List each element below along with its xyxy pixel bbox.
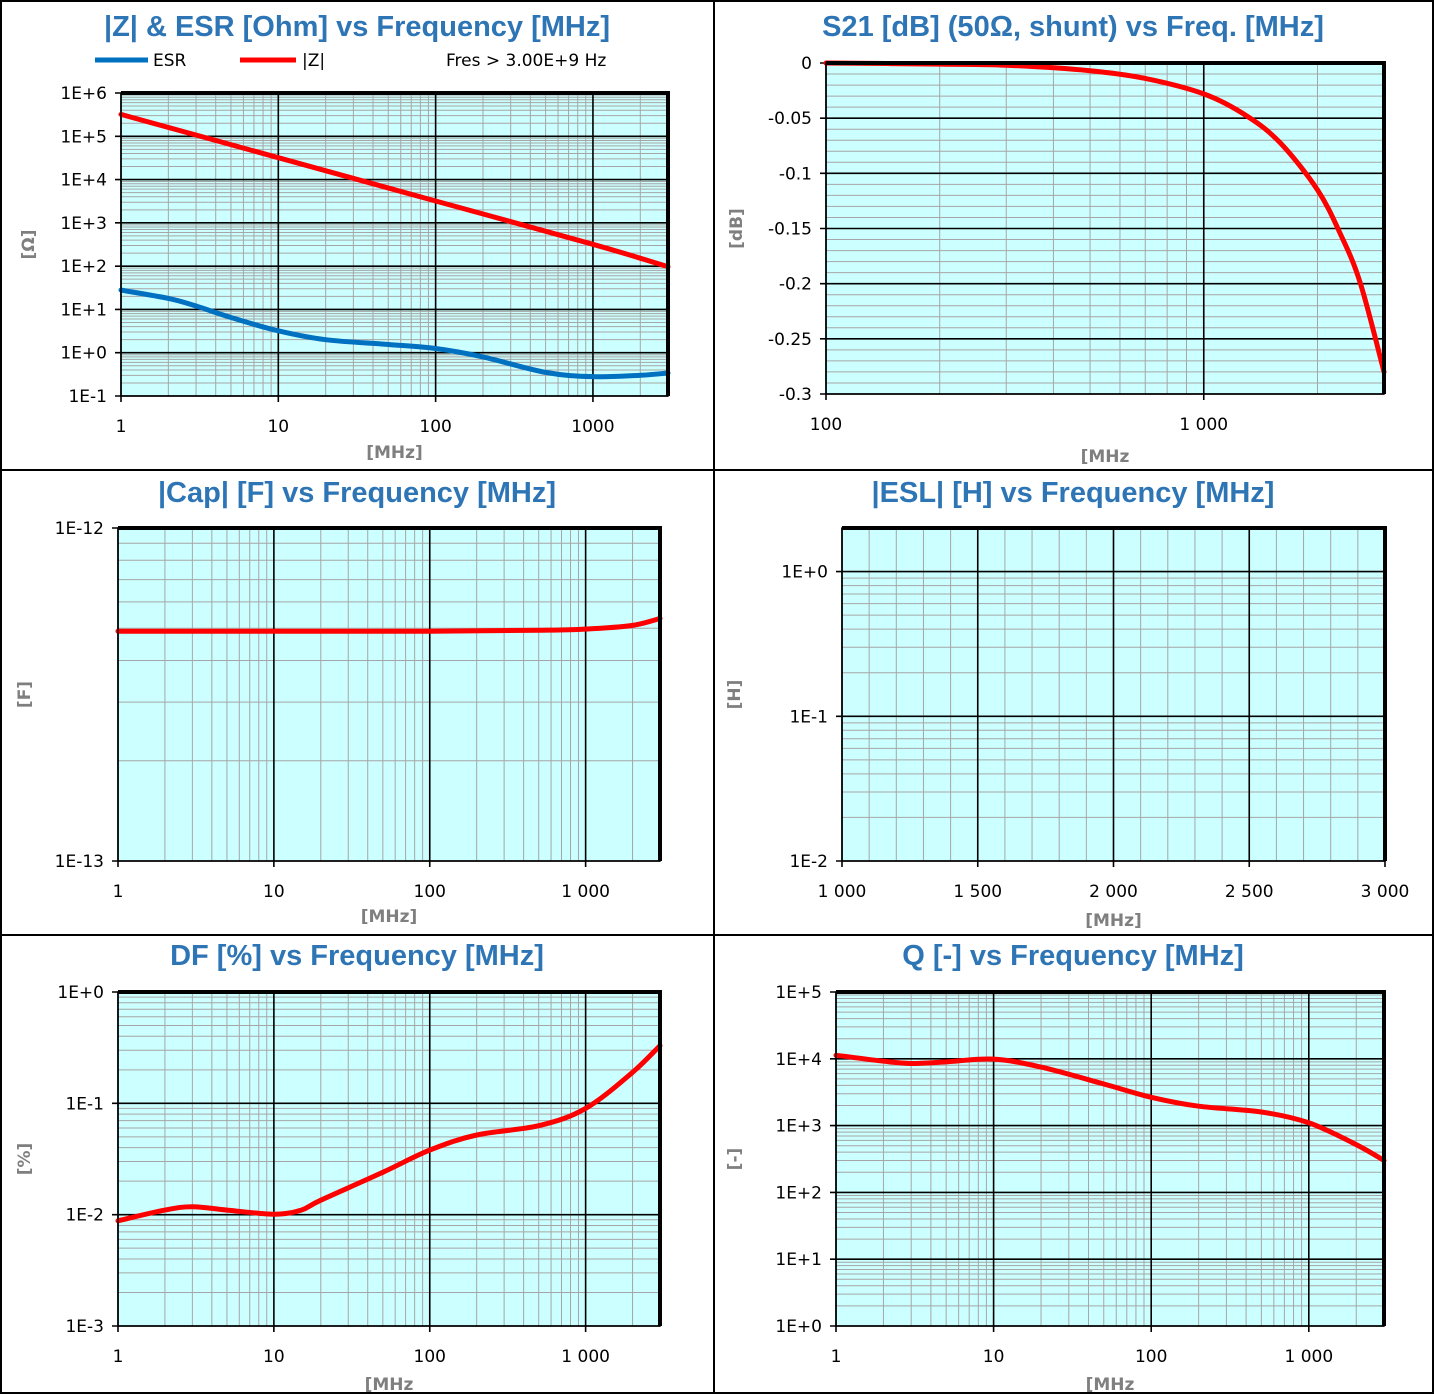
x-tick-label: 100 — [810, 415, 842, 435]
plot-area — [836, 992, 1384, 1326]
x-axis-label: [MHz — [1081, 447, 1130, 467]
x-tick-label: 10 — [983, 1347, 1005, 1367]
y-axis-label: [H] — [725, 680, 745, 710]
y-tick-label: 1E-2 — [789, 852, 828, 872]
chart-cap: 1 10 100 1 000 1E-13 1E-12 |Cap| [F] vs Freque… — [15, 477, 663, 927]
x-axis-label: [MHz — [365, 1375, 414, 1394]
chart-s21: 100 1 000 -0.3 -0.25 -0.2 -0.15 -0.1 -0.05 0 S21 … — [727, 11, 1387, 467]
series-group — [115, 1043, 663, 1224]
chart-df: 1 10 100 1 000 1E-3 1E-2 1E-1 1E+0 DF [%] vs Fre… — [15, 940, 663, 1394]
y-tick-label: -0.1 — [779, 164, 812, 184]
x-tick-label: 100 — [414, 882, 446, 902]
y-tick-label: 1E+2 — [775, 1183, 822, 1203]
chart-title: |Z| & ESR [Ohm] vs Frequency [MHz] — [104, 11, 610, 43]
y-axis-label: [F] — [15, 681, 35, 708]
x-tick-label: 1 — [116, 417, 127, 437]
series-line-df — [115, 1043, 663, 1224]
series-line-z — [118, 111, 671, 270]
y-tick-label: 1E+0 — [60, 344, 107, 364]
legend: ESR |Z| Fres > 3.00E+9 Hz — [95, 51, 606, 71]
y-tick-label: 1E+3 — [775, 1117, 822, 1137]
x-tick-label: 1000 — [571, 417, 614, 437]
series-line-q — [833, 1052, 1387, 1163]
x-tick-label: 1 000 — [561, 1347, 610, 1367]
y-tick-label: 1E+0 — [781, 563, 828, 583]
legend-label: |Z| — [302, 51, 325, 71]
chart-z: 1 10 100 1000 1E-1 1E+0 1E+1 1E+2 1E+3 1E+4 1E+5 1E… — [19, 11, 671, 463]
y-tick-label: 1E+3 — [60, 214, 107, 234]
series-group — [833, 1052, 1387, 1163]
legend-label: ESR — [153, 51, 187, 71]
y-tick-label: 1E+5 — [60, 127, 107, 147]
x-tick-label: 3 000 — [1361, 882, 1410, 902]
y-tick-label: 1E+4 — [60, 171, 107, 191]
x-tick-label: 1 000 — [561, 882, 610, 902]
y-tick-label: 1E+0 — [775, 1317, 822, 1337]
y-tick-label: -0.25 — [768, 330, 812, 350]
x-tick-label: 100 — [414, 1347, 446, 1367]
y-tick-label: -0.15 — [768, 220, 812, 240]
x-tick-label: 100 — [1135, 1347, 1167, 1367]
y-tick-label: 1E-12 — [55, 519, 104, 539]
y-axis-label: [Ω] — [19, 230, 39, 260]
resonance-annotation: Fres > 3.00E+9 Hz — [446, 51, 606, 71]
chart-title: Q [-] vs Frequency [MHz] — [902, 940, 1244, 972]
y-axis-label: [-] — [725, 1148, 745, 1171]
series-group — [115, 616, 663, 634]
chart-title: DF [%] vs Frequency [MHz] — [170, 940, 544, 972]
y-axis-label: [%] — [15, 1143, 35, 1176]
x-tick-label: 1 000 — [818, 882, 867, 902]
x-tick-label: 1 500 — [953, 882, 1002, 902]
x-tick-label: 1 — [831, 1347, 842, 1367]
y-tick-label: 1E+4 — [775, 1050, 822, 1070]
y-tick-label: 1E-1 — [789, 707, 828, 727]
x-tick-label: 100 — [419, 417, 451, 437]
y-tick-label: 1E+1 — [60, 300, 107, 320]
y-tick-label: 1E-3 — [65, 1317, 104, 1337]
chart-title: S21 [dB] (50Ω, shunt) vs Freq. [MHz] — [822, 11, 1324, 43]
minor-gridlines — [118, 528, 660, 861]
y-tick-label: -0.3 — [779, 385, 812, 405]
chart-esl: 1 000 1 500 2 000 2 500 3 000 1E-2 1E-1 1E+0 |ES… — [725, 477, 1409, 931]
y-tick-label: 1E+6 — [60, 84, 107, 104]
series-group — [118, 111, 671, 380]
minor-gridlines — [836, 992, 1384, 1326]
y-axis-label: [dB] — [727, 208, 747, 249]
y-tick-label: 1E-2 — [65, 1206, 104, 1226]
x-tick-label: 1 — [113, 882, 124, 902]
x-axis-label: [MHz] — [366, 443, 423, 463]
x-tick-label: 10 — [263, 882, 285, 902]
y-tick-label: 1E-13 — [55, 852, 104, 872]
y-tick-label: 1E-1 — [65, 1094, 104, 1114]
x-axis-label: [MHz — [1086, 1375, 1135, 1394]
x-tick-label: 1 — [113, 1347, 124, 1367]
y-tick-label: 1E+5 — [775, 983, 822, 1003]
chart-title: |ESL| [H] vs Frequency [MHz] — [872, 477, 1275, 509]
x-tick-label: 10 — [267, 417, 289, 437]
y-tick-label: 1E+1 — [775, 1250, 822, 1270]
x-tick-label: 2 500 — [1225, 882, 1274, 902]
y-tick-label: 0 — [801, 54, 812, 74]
x-axis-label: [MHz] — [1085, 911, 1142, 931]
x-tick-label: 1 000 — [1179, 415, 1228, 435]
series-line-esr — [118, 287, 671, 380]
y-tick-label: 1E+0 — [57, 983, 104, 1003]
y-tick-label: 1E-1 — [68, 387, 107, 407]
plot-area — [118, 992, 660, 1326]
x-tick-label: 10 — [263, 1347, 285, 1367]
x-tick-label: 2 000 — [1089, 882, 1138, 902]
plot-area — [118, 528, 660, 861]
y-tick-label: -0.05 — [768, 109, 812, 129]
x-tick-label: 1 000 — [1284, 1347, 1333, 1367]
chart-q: 1 10 100 1 000 1E+0 1E+1 1E+2 1E+3 1E+4 1E+5 Q [-]… — [725, 940, 1387, 1394]
y-tick-label: -0.2 — [779, 275, 812, 295]
y-tick-label: 1E+2 — [60, 257, 107, 277]
series-line-cap — [115, 616, 663, 634]
chart-title: |Cap| [F] vs Frequency [MHz] — [158, 477, 556, 509]
x-axis-label: [MHz] — [361, 907, 418, 927]
